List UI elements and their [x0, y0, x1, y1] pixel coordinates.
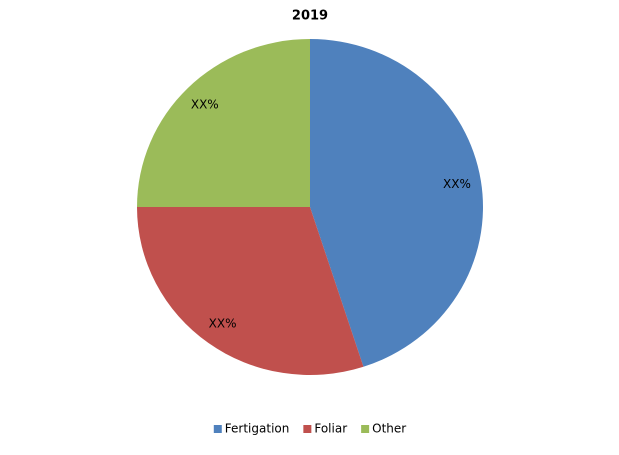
pie-slice — [137, 207, 364, 375]
pie-slice — [137, 39, 310, 207]
legend-swatch — [213, 425, 222, 433]
chart-title: 2019 — [292, 9, 328, 24]
pie-slice — [310, 39, 483, 367]
legend-label: Foliar — [314, 422, 347, 436]
data-label: XX% — [209, 316, 237, 330]
data-label: XX% — [191, 97, 219, 111]
data-label: XX% — [443, 177, 471, 191]
legend-label: Fertigation — [225, 422, 290, 436]
legend-label: Other — [372, 422, 406, 436]
legend-swatch — [303, 425, 312, 433]
legend: Fertigation Foliar Other — [213, 422, 406, 436]
legend-swatch — [361, 425, 370, 433]
